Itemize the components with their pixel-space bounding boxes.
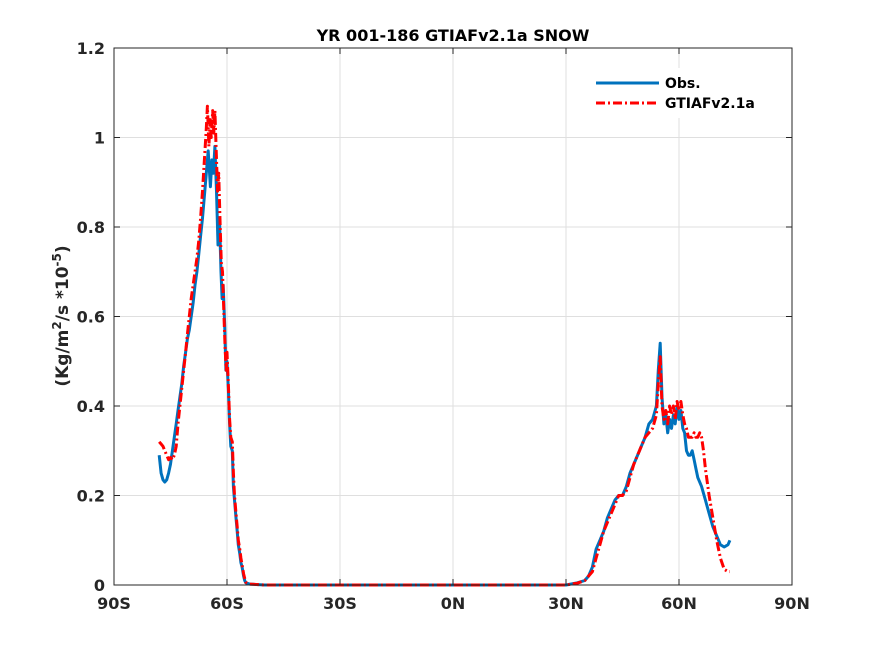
y-tick-label: 1: [94, 129, 105, 148]
legend-box: [586, 68, 778, 118]
chart-title: YR 001-186 GTIAFv2.1a SNOW: [316, 26, 590, 45]
y-axis-label-part1: (Kg/m: [53, 330, 73, 387]
y-tick-label: 0.8: [77, 218, 105, 237]
y-axis-label-part2: /s *10: [53, 266, 73, 321]
x-tick-label: 0N: [441, 594, 466, 613]
x-tick-label: 30S: [323, 594, 357, 613]
axis-ticks: 90S 60S 30S 0N 30N 60N 90N 0 0.2 0.4 0.6 0.8 1 1.2: [77, 39, 810, 613]
y-axis-label-sup1: 2: [50, 321, 64, 329]
y-axis-label-sup2: -5: [50, 253, 64, 266]
y-axis-label: (Kg/m2/s *10-5): [50, 245, 73, 386]
x-tick-label: 90N: [774, 594, 810, 613]
y-tick-label: 0.4: [77, 397, 105, 416]
legend-label-obs: Obs.: [665, 76, 701, 92]
x-tick-label: 60S: [210, 594, 244, 613]
legend: Obs. GTIAFv2.1a: [586, 68, 778, 118]
y-tick-label: 0.2: [77, 487, 105, 506]
legend-label-gtiaf: GTIAFv2.1a: [665, 96, 755, 112]
y-tick-label: 0.6: [77, 308, 105, 327]
x-tick-label: 90S: [97, 594, 131, 613]
x-tick-label: 60N: [661, 594, 697, 613]
y-tick-label: 0: [94, 576, 105, 595]
y-axis-label-part3: ): [53, 245, 73, 253]
x-tick-label: 30N: [548, 594, 584, 613]
y-tick-label: 1.2: [77, 39, 105, 58]
